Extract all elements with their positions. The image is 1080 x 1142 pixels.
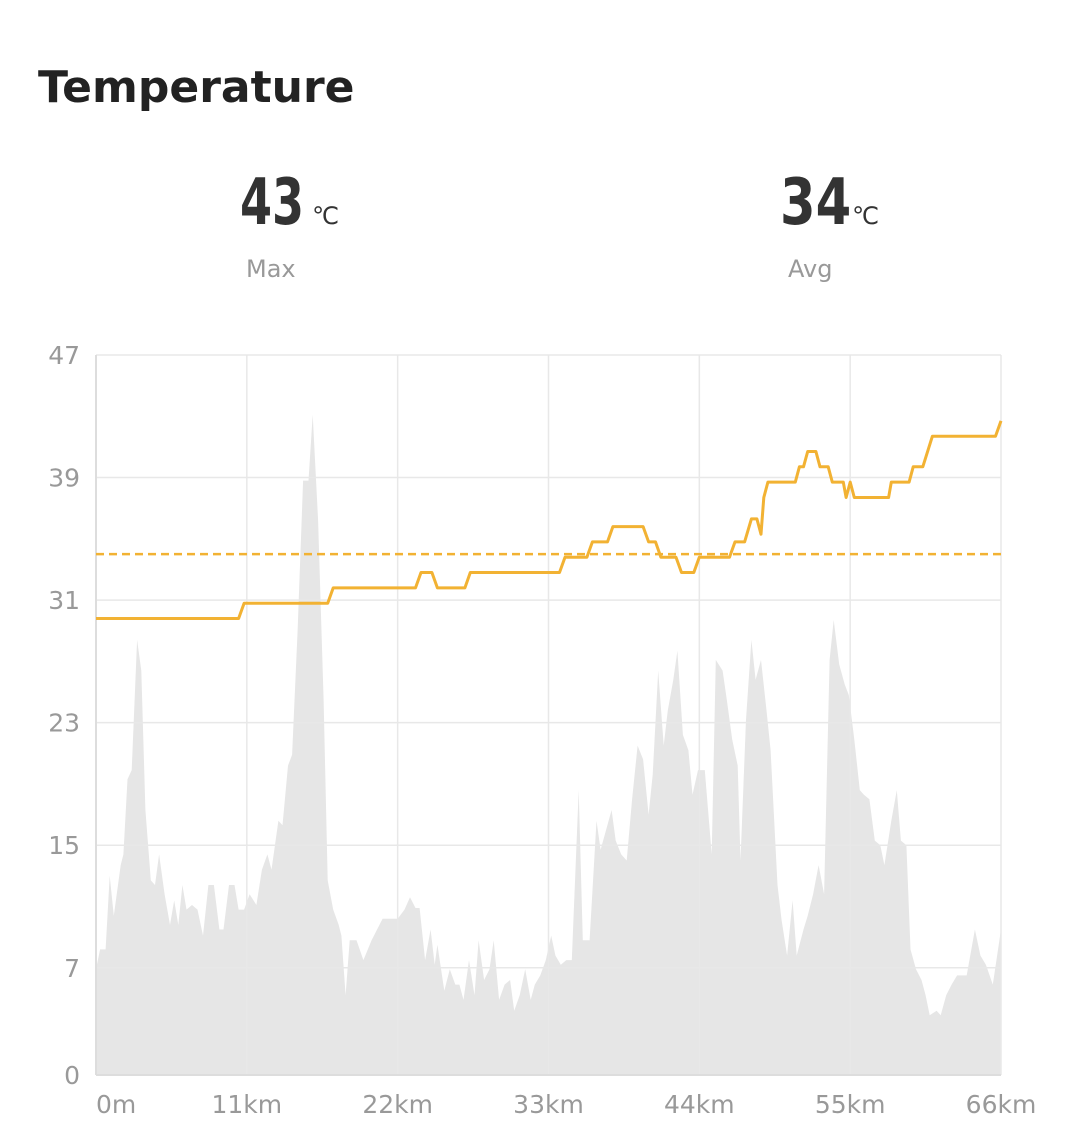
x-tick-label: 0m (96, 1090, 136, 1119)
avg-unit: ℃ (852, 202, 879, 230)
page-title: Temperature (38, 62, 355, 113)
y-tick-label: 39 (48, 464, 80, 493)
y-tick-label: 31 (48, 586, 80, 615)
x-tick-label: 11km (212, 1090, 283, 1119)
avg-value: 34 (780, 164, 851, 239)
elevation-area (96, 414, 1001, 1075)
x-tick-label: 22km (362, 1090, 433, 1119)
temperature-line (96, 420, 1003, 620)
avg-label: Avg (788, 255, 832, 283)
chart: 0 7 15 23 31 39 47 0m 11km 22km 33km 44km 55km 66km (48, 341, 1036, 1119)
x-tick-label: 66km (966, 1090, 1037, 1119)
y-tick-label: 23 (48, 709, 80, 738)
x-tick-label: 33km (513, 1090, 584, 1119)
x-tick-label: 55km (815, 1090, 886, 1119)
y-tick-label: 15 (48, 831, 80, 860)
max-label: Max (246, 255, 296, 283)
y-tick-label: 0 (64, 1061, 80, 1090)
x-tick-label: 44km (664, 1090, 735, 1119)
y-tick-label: 7 (64, 954, 80, 983)
max-unit: ℃ (312, 202, 339, 230)
y-tick-label: 47 (48, 341, 80, 370)
max-value: 43 (240, 164, 304, 239)
